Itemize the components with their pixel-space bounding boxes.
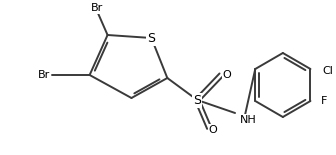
Text: F: F bbox=[321, 96, 327, 106]
Text: Br: Br bbox=[38, 70, 50, 80]
Text: O: O bbox=[223, 70, 232, 80]
Text: Cl: Cl bbox=[323, 66, 333, 76]
Text: NH: NH bbox=[240, 115, 257, 125]
Text: O: O bbox=[209, 125, 217, 135]
Text: S: S bbox=[148, 31, 155, 44]
Text: S: S bbox=[193, 93, 201, 106]
Text: Br: Br bbox=[90, 3, 103, 13]
